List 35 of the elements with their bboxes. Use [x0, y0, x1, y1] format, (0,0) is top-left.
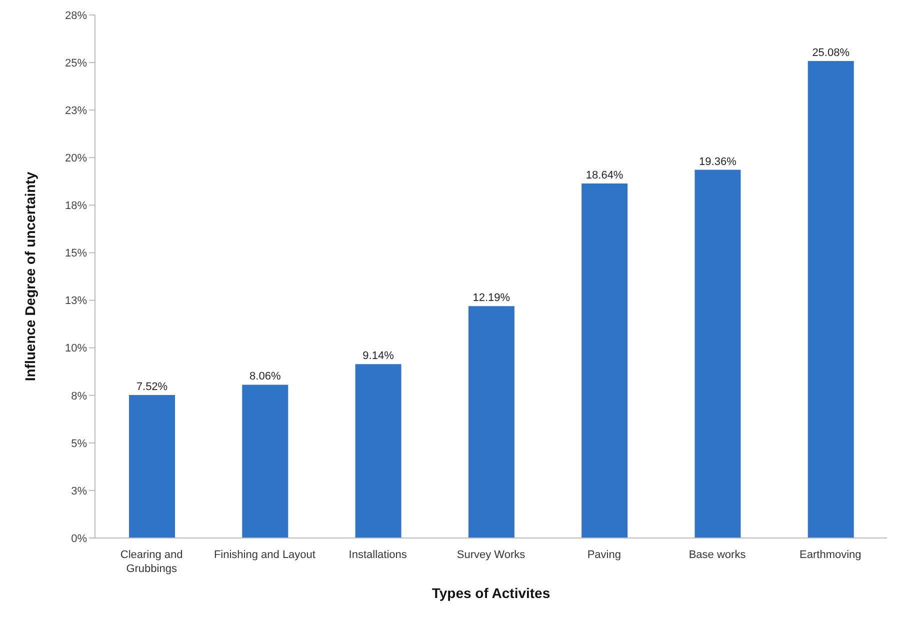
y-tick-label: 23%	[64, 104, 88, 117]
x-tick-label: Installations	[348, 549, 408, 561]
bar	[582, 184, 628, 538]
y-tick-label: 18%	[64, 200, 88, 212]
x-tick-label: Clearing and Grubbings	[120, 549, 183, 575]
data-label: 12.19%	[472, 292, 510, 304]
y-tick-label: 0%	[71, 532, 88, 545]
data-label: 9.14%	[362, 350, 394, 362]
y-axis-title: Influence Degree of uncertainty	[22, 172, 38, 382]
x-tick-label: Base works	[688, 549, 746, 561]
y-tick-label: 5%	[71, 438, 88, 450]
y-tick-label: 3%	[71, 485, 88, 498]
x-tick-label: Survey Works	[456, 549, 526, 561]
data-label: 19.36%	[699, 156, 737, 168]
y-tick-label: 13%	[64, 295, 88, 308]
bar	[129, 394, 175, 538]
x-tick-label: Earthmoving	[800, 549, 862, 561]
bar	[808, 61, 854, 538]
y-tick-label: 8%	[71, 390, 88, 402]
data-label: 25.08%	[812, 47, 850, 60]
bar	[694, 170, 741, 538]
data-label: 7.52%	[136, 380, 168, 393]
data-label: 18.64%	[586, 170, 624, 182]
x-axis-title: Types of Activites	[432, 585, 550, 601]
x-tick-label: Finishing and Layout	[214, 549, 316, 561]
y-tick-label: 10%	[64, 342, 88, 355]
data-label: 8.06%	[250, 370, 281, 383]
bar	[242, 384, 288, 538]
y-tick-label: 28%	[64, 10, 88, 22]
y-tick-label: 25%	[64, 57, 88, 70]
bar	[468, 306, 514, 538]
x-tick-label: Paving	[587, 549, 621, 561]
y-tick-label: 20%	[64, 152, 88, 165]
bar	[355, 364, 402, 538]
y-tick-label: 15%	[64, 248, 88, 260]
